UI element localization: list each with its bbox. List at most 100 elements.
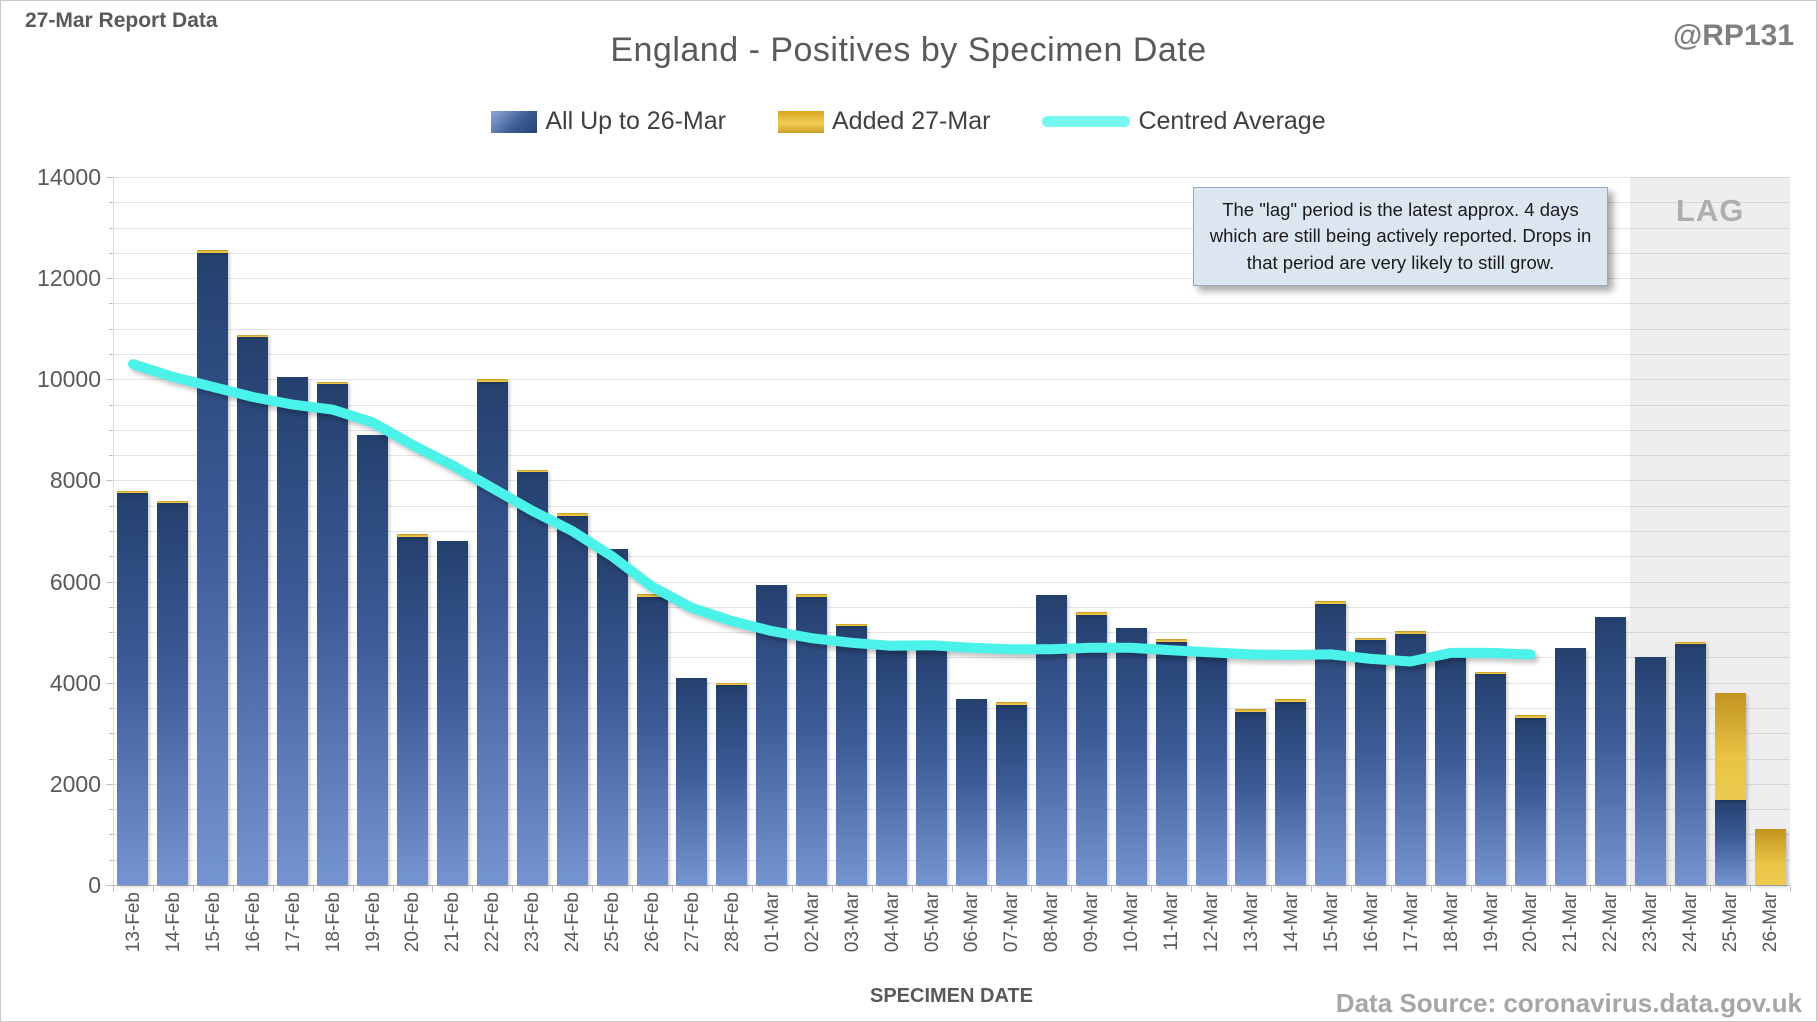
x-tick: [352, 886, 354, 892]
gridline: [113, 252, 1790, 254]
gridline: [113, 783, 1790, 785]
bar-06-Mar: [955, 698, 987, 885]
bar-17-Mar: [1395, 633, 1427, 885]
gridline: [113, 834, 1790, 836]
gridline: [113, 404, 1790, 406]
y-minor-tick: [109, 733, 113, 735]
y-tick-label: 10000: [37, 366, 101, 393]
added-bar-19-Mar: [1475, 671, 1507, 675]
bar-23-Mar: [1634, 656, 1666, 885]
added-bar-14-Feb: [157, 500, 189, 504]
x-tick: [432, 886, 434, 892]
y-axis-line: [113, 177, 114, 885]
y-tick: [106, 885, 113, 886]
bar-22-Feb: [476, 381, 508, 885]
x-axis-title: SPECIMEN DATE: [870, 985, 1033, 1007]
added-bar-09-Mar: [1075, 612, 1107, 615]
x-tick: [552, 886, 554, 892]
y-tick: [106, 581, 113, 583]
y-tick-label: 2000: [49, 770, 101, 797]
gridline: [113, 682, 1790, 684]
added-bar-18-Feb: [317, 381, 349, 385]
bar-02-Mar: [796, 596, 828, 885]
gridline: [113, 379, 1790, 381]
x-tick: [751, 886, 753, 892]
y-minor-tick: [109, 202, 113, 204]
added-bar-28-Feb: [716, 682, 748, 686]
gridline: [113, 581, 1790, 583]
gridline: [113, 733, 1790, 735]
x-tick: [1390, 886, 1392, 892]
y-minor-tick: [109, 227, 113, 229]
bar-08-Mar: [1035, 594, 1067, 885]
added-bar-20-Feb: [396, 534, 428, 537]
x-tick: [1310, 886, 1312, 892]
y-minor-tick: [109, 657, 113, 659]
gridline: [113, 505, 1790, 507]
added-bar-03-Mar: [836, 623, 868, 627]
y-tick-label: 4000: [49, 669, 101, 696]
x-tick: [1111, 886, 1113, 892]
bar-19-Mar: [1475, 674, 1507, 885]
x-tick: [1510, 886, 1512, 892]
gridline: [113, 455, 1790, 457]
bar-21-Feb: [436, 541, 468, 885]
x-tick: [632, 886, 634, 892]
x-tick: [1670, 886, 1672, 892]
y-minor-tick: [109, 606, 113, 608]
x-tick: [592, 886, 594, 892]
bar-10-Mar: [1115, 627, 1147, 885]
bar-09-Mar: [1075, 614, 1107, 885]
x-tick: [472, 886, 474, 892]
data-source-label: Data Source: coronavirus.data.gov.uk: [1335, 988, 1802, 1018]
y-tick: [106, 379, 113, 381]
x-tick: [911, 886, 913, 892]
bar-26-Feb: [636, 596, 668, 885]
x-tick: [1550, 886, 1552, 892]
legend-label: All Up to 26-Mar: [545, 107, 726, 135]
added-bar-22-Feb: [476, 379, 508, 382]
added-bar-15-Feb: [197, 250, 229, 253]
y-tick: [106, 278, 113, 280]
added-bar-15-Mar: [1315, 601, 1347, 604]
bar-25-Mar: [1714, 800, 1746, 885]
y-minor-tick: [109, 505, 113, 507]
gridline: [113, 657, 1790, 659]
gridline: [113, 354, 1790, 355]
gridline: [113, 303, 1790, 305]
added-bar-13-Mar: [1235, 709, 1267, 712]
bar-04-Mar: [876, 646, 908, 885]
gridline: [113, 632, 1790, 634]
y-minor-tick: [109, 455, 113, 457]
x-tick: [1151, 886, 1153, 892]
y-minor-tick: [109, 404, 113, 406]
added-bar-26-Mar: [1754, 829, 1786, 885]
bar-12-Mar: [1195, 652, 1227, 885]
x-tick: [1430, 886, 1432, 892]
bar-14-Feb: [157, 503, 189, 885]
bar-18-Feb: [317, 384, 349, 885]
legend-item-added: Added 27-Mar: [778, 107, 990, 136]
gridline: [113, 859, 1790, 861]
bar-03-Mar: [836, 626, 868, 885]
gridline: [113, 429, 1790, 431]
y-tick: [106, 783, 113, 785]
legend-item-centred-average: Centred Average: [1042, 107, 1326, 136]
bar-23-Feb: [516, 472, 548, 885]
gridline: [113, 328, 1790, 330]
added-bar-16-Mar: [1355, 637, 1387, 641]
legend: All Up to 26-Mar Added 27-Mar Centred Av…: [1, 107, 1816, 136]
x-tick: [1590, 886, 1592, 892]
y-minor-tick: [109, 834, 113, 836]
legend-label: Centred Average: [1138, 107, 1326, 135]
x-tick: [1470, 886, 1472, 892]
bar-13-Feb: [117, 493, 149, 885]
cyan-line-swatch-icon: [1042, 116, 1131, 127]
y-tick: [106, 682, 113, 684]
added-bar-17-Mar: [1395, 631, 1427, 634]
bar-19-Feb: [357, 434, 389, 885]
gridline: [113, 480, 1790, 482]
gridline: [113, 278, 1790, 280]
y-minor-tick: [109, 556, 113, 558]
